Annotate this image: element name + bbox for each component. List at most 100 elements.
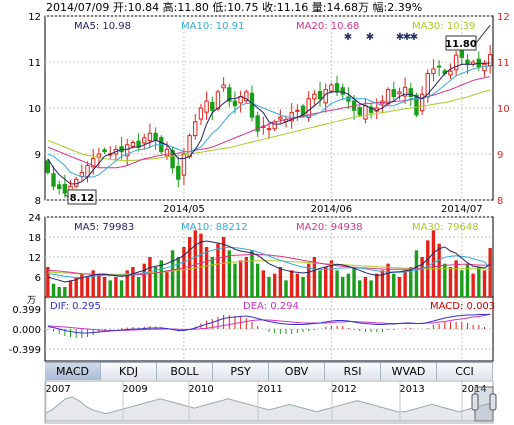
volume-bar — [386, 263, 390, 297]
candle-body — [51, 173, 56, 187]
candle-body — [204, 100, 209, 113]
candle-body — [62, 183, 68, 194]
macd-series — [47, 313, 491, 339]
overview-year-label: 2009 — [122, 384, 147, 395]
volume-bar — [329, 260, 334, 297]
price-ytick-label-left: 10 — [28, 104, 41, 115]
price-legend-ma20: MA20: 10.68 — [296, 21, 359, 32]
tab-kdj[interactable]: KDJ — [101, 363, 157, 380]
price-ma5-line — [47, 62, 491, 185]
candle-body — [56, 184, 62, 190]
indicator-tabs: MACD KDJ BOLL PSY OBV RSI WVAD CCI — [45, 362, 493, 380]
overview-year-label: 2012 — [331, 384, 356, 395]
event-marker-icon: ✱ — [344, 32, 352, 43]
price-ytick-label-right: 10 — [497, 104, 510, 115]
volume-bar — [199, 233, 203, 297]
volume-bar — [335, 270, 339, 297]
volume-bar — [488, 248, 492, 297]
volume-series — [46, 230, 492, 297]
volume-bar — [244, 257, 249, 297]
candle-body — [232, 100, 238, 107]
price-ma10-line — [47, 65, 491, 178]
tab-obv[interactable]: OBV — [269, 363, 325, 380]
volume-bar — [68, 280, 73, 297]
event-marker-icon: ✱ — [410, 32, 418, 43]
overview-handle-left[interactable] — [471, 393, 479, 411]
high-value-label: 11.80 — [445, 39, 477, 50]
overview-year-label: 2011 — [257, 384, 282, 395]
candle-body — [272, 121, 277, 130]
volume-bar — [306, 263, 311, 297]
volume-bar — [187, 237, 192, 297]
overview-year-label: 2010 — [188, 384, 213, 395]
candle-body — [181, 153, 187, 176]
volume-bar — [170, 250, 175, 297]
tab-macd[interactable]: MACD — [45, 363, 101, 380]
candle-body — [193, 121, 198, 137]
volume-bar — [267, 277, 271, 297]
macd-legend-dea: DEA: 0.294 — [243, 301, 299, 312]
overview-handle-right[interactable] — [489, 393, 497, 411]
volume-bar — [278, 267, 283, 297]
tab-cci[interactable]: CCI — [437, 363, 493, 380]
price-ytick-label-left: 12 — [28, 12, 41, 23]
tab-psy[interactable]: PSY — [213, 363, 269, 380]
volume-unit-label: 万 — [27, 296, 36, 306]
candle-body — [221, 84, 226, 89]
candle-body — [448, 70, 453, 76]
volume-ma10-line — [47, 246, 491, 279]
volume-bar — [414, 250, 419, 297]
price-legend-ma30: MA30: 10.39 — [412, 21, 475, 32]
volume-bar — [85, 277, 90, 297]
event-marker-icon: ✱ — [396, 32, 404, 43]
volume-bar — [301, 277, 305, 297]
volume-bar — [465, 263, 470, 297]
macd-ytick-label: -0.399 — [9, 345, 41, 356]
volume-bar — [221, 237, 226, 297]
candle-body — [431, 68, 436, 75]
price-ma30-line — [47, 89, 491, 161]
candle-body — [402, 86, 408, 97]
volume-bar — [119, 280, 124, 297]
volume-ytick-label: 18 — [28, 233, 41, 244]
volume-bar — [91, 270, 95, 297]
volume-bar — [97, 273, 101, 297]
tab-wvad[interactable]: WVAD — [381, 363, 437, 380]
volume-bar — [204, 247, 209, 297]
volume-legend-ma10: MA10: 88212 — [181, 222, 248, 233]
candle-body — [176, 165, 181, 180]
candle-body — [73, 178, 79, 187]
overview-series: 2007 2009 2010 2011 2012 2013 2014 — [44, 382, 494, 422]
volume-bar — [375, 273, 379, 297]
candle-body — [147, 132, 153, 142]
volume-bar — [397, 277, 402, 297]
volume-bar — [284, 280, 288, 297]
candle-body — [215, 91, 221, 110]
volume-ytick-label: 12 — [28, 253, 41, 264]
price-ytick-label-left: 11 — [28, 58, 41, 69]
candle-body — [357, 107, 362, 116]
volume-bar — [182, 247, 186, 297]
tab-boll[interactable]: BOLL — [157, 363, 213, 380]
volume-bar — [159, 260, 163, 297]
candle-body — [482, 63, 487, 72]
overview-year-label: 2013 — [399, 384, 424, 395]
candle-body — [459, 50, 465, 58]
tab-rsi[interactable]: RSI — [325, 363, 381, 380]
candle-body — [164, 148, 170, 157]
high-value-pointer — [475, 24, 491, 44]
candle-body — [419, 93, 425, 112]
volume-bar — [363, 277, 368, 297]
macd-diff-line — [47, 313, 491, 334]
candle-body — [306, 98, 311, 119]
candle-body — [153, 132, 158, 141]
candle-body — [436, 65, 442, 68]
axis-labels: 8 8 9 9 10 10 11 11 12 12 2014/05 2014/06 2014/07 MA5… — [9, 12, 510, 356]
volume-bar — [153, 267, 158, 297]
price-series — [45, 41, 493, 198]
volume-bar — [289, 270, 294, 297]
volume-bar — [114, 277, 118, 297]
price-xtick-label: 2014/07 — [441, 204, 483, 215]
candle-body — [340, 87, 345, 95]
low-value-label: 8.12 — [70, 193, 95, 204]
